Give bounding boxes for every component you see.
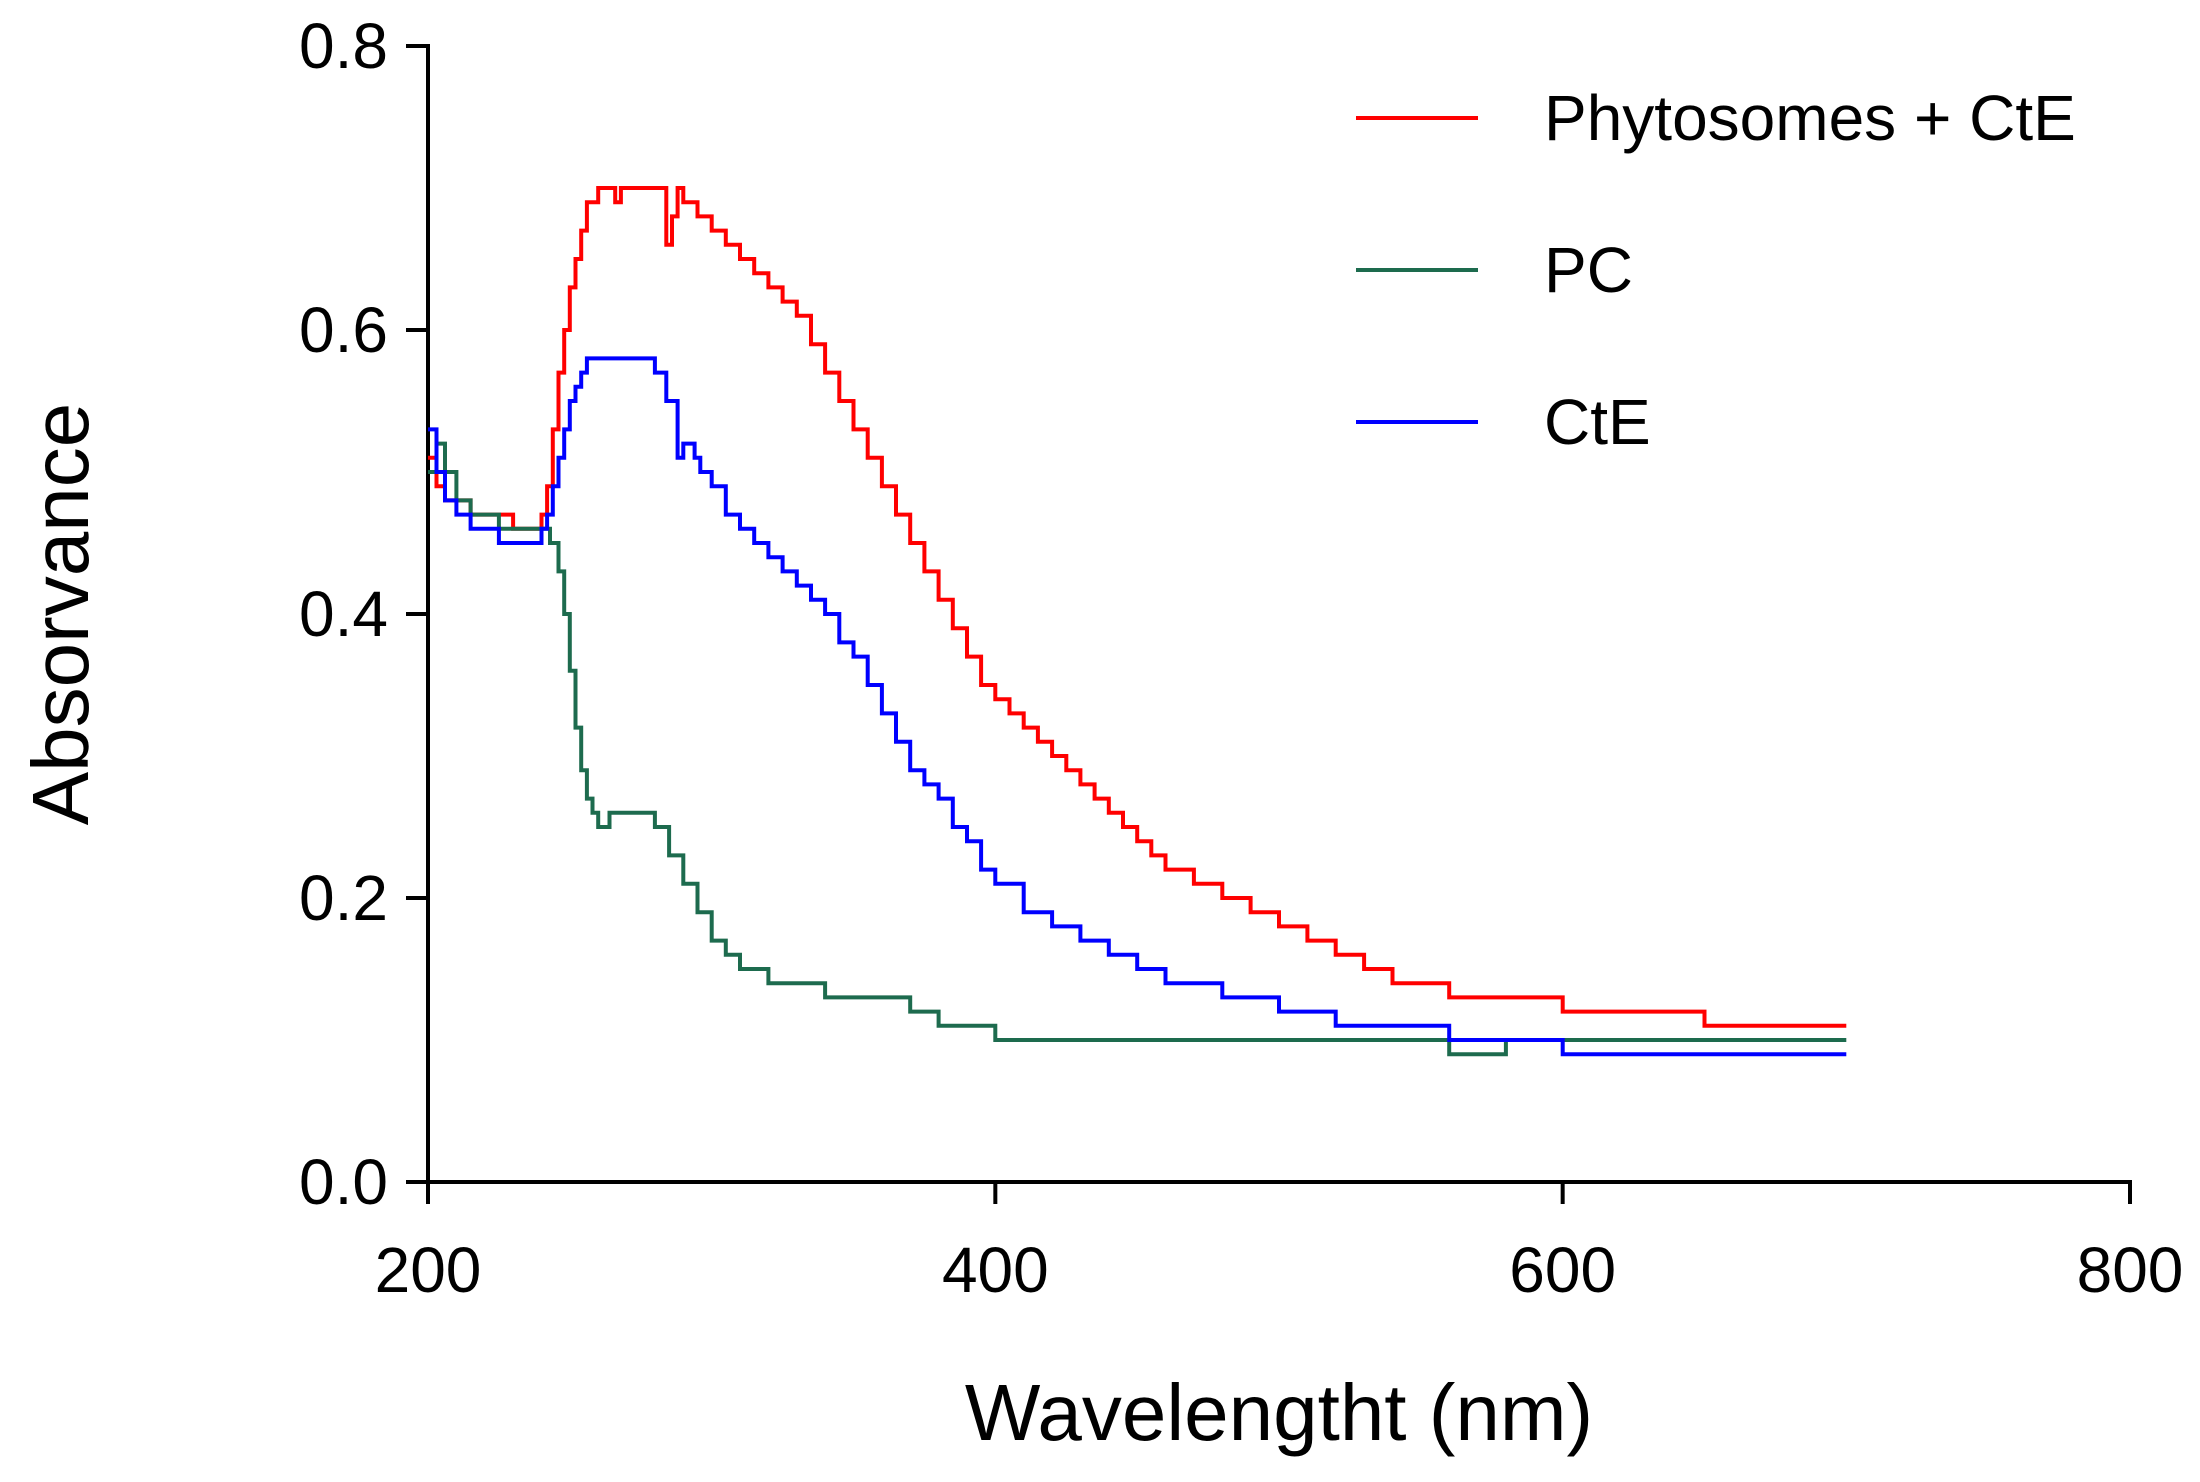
y-axis-title: Absorvance xyxy=(16,403,105,825)
y-tick-label: 0.0 xyxy=(299,1146,388,1218)
x-tick-label: 800 xyxy=(2077,1234,2184,1306)
x-tick-label: 600 xyxy=(1509,1234,1616,1306)
legend-label-pc: PC xyxy=(1544,234,1633,306)
legend: Phytosomes + CtE PC CtE xyxy=(1356,82,2076,458)
series-group xyxy=(428,186,1847,1057)
x-axis-title: Wavelengtht (nm) xyxy=(965,1368,1593,1457)
x-tick-label: 400 xyxy=(942,1234,1049,1306)
series-line-pc xyxy=(428,441,1847,1057)
x-tick-label: 200 xyxy=(375,1234,482,1306)
series-line-phytosomes-cte xyxy=(428,186,1847,1028)
y-tick-label: 0.2 xyxy=(299,862,388,934)
x-ticks: 200 400 600 800 xyxy=(375,1182,2184,1306)
y-tick-label: 0.4 xyxy=(299,578,388,650)
y-tick-label: 0.6 xyxy=(299,294,388,366)
y-tick-label: 0.8 xyxy=(299,10,388,82)
y-ticks: 0.0 0.2 0.4 0.6 0.8 xyxy=(299,10,428,1218)
legend-label-phytosomes-cte: Phytosomes + CtE xyxy=(1544,82,2076,154)
series-line-cte xyxy=(428,356,1847,1057)
legend-label-cte: CtE xyxy=(1544,386,1651,458)
